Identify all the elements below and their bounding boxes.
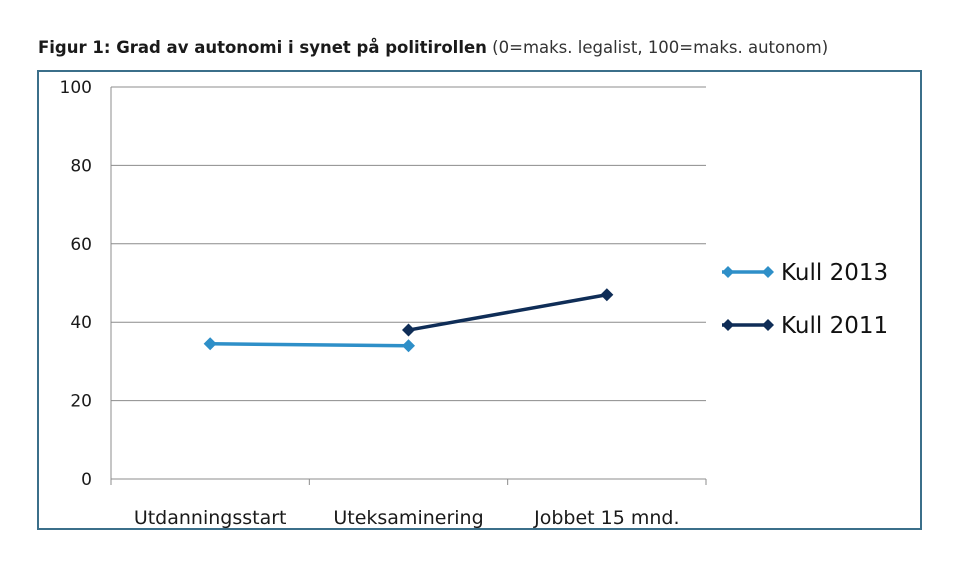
y-tick-label-60: 60 (70, 235, 92, 255)
chart-frame (37, 70, 922, 530)
legend-label-0: Kull 2013 (781, 260, 888, 286)
chart-title-subtitle: (0=maks. legalist, 100=maks. autonom) (486, 38, 829, 57)
series-line-0 (210, 342, 409, 348)
series-line-1 (408, 293, 608, 332)
series-point-1 (600, 288, 614, 302)
legend-marker-0 (762, 266, 774, 278)
chart-title: Figur 1: Grad av autonomi i synet på pol… (38, 38, 938, 57)
x-tick-label: Jobbet 15 mnd. (533, 507, 679, 529)
y-tick-label-80: 80 (70, 156, 92, 176)
series-point-0 (203, 337, 217, 351)
series-point-0 (402, 339, 415, 353)
legend-marker-0 (722, 266, 734, 278)
x-tick-label: Uteksaminering (333, 507, 483, 529)
legend-marker-1 (722, 319, 734, 331)
y-tick-label-20: 20 (70, 392, 92, 412)
legend-label-1: Kull 2011 (781, 313, 888, 339)
chart-title-main: Figur 1: Grad av autonomi i synet på pol… (38, 38, 487, 57)
y-tick-label-0: 0 (81, 470, 92, 490)
y-tick-label-40: 40 (70, 313, 92, 333)
series-point-1 (402, 323, 415, 337)
x-tick-label: Utdanningsstart (134, 507, 287, 529)
legend-marker-1 (762, 319, 774, 331)
y-tick-label-100: 100 (60, 78, 92, 98)
